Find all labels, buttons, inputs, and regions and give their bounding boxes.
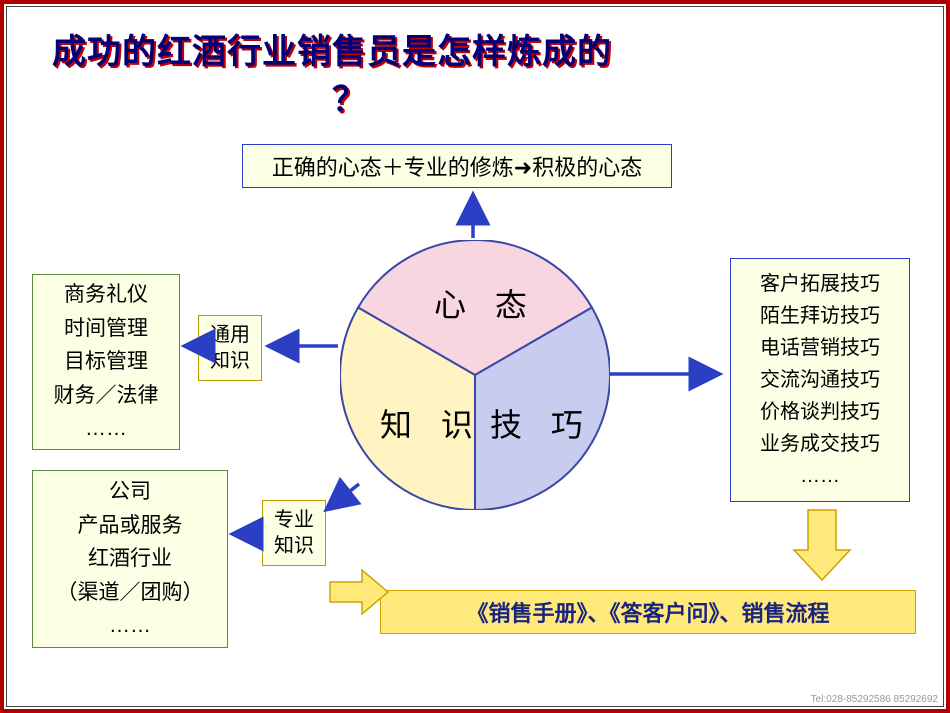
list-item: 业务成交技巧 — [760, 428, 880, 460]
list-item: 产品或服务 — [78, 509, 183, 543]
list-item: …… — [800, 460, 840, 492]
list-item: （渠道／团购） — [57, 576, 204, 610]
general-knowledge-text: 通用 知识 — [210, 322, 250, 374]
page-title: 成功的红酒行业销售员是怎样炼成的 — [52, 24, 612, 73]
pie-label-knowledge: 知 识 — [380, 400, 483, 446]
top-formula-box: 正确的心态＋专业的修炼➜积极的心态 — [242, 144, 672, 188]
list-item: 交流沟通技巧 — [760, 364, 880, 396]
list-item: …… — [109, 609, 151, 643]
general-knowledge-box: 通用 知识 — [198, 315, 262, 381]
pie-chart: 心 态 技 巧 知 识 — [340, 240, 610, 510]
pie-label-skill: 技 巧 — [490, 400, 593, 446]
list-item: 时间管理 — [64, 312, 148, 346]
pie-label-mindset: 心 态 — [434, 280, 537, 326]
footer-watermark: Tel:028-85292586 85292692 — [811, 694, 938, 705]
list-item: 目标管理 — [64, 345, 148, 379]
list-item: 价格谈判技巧 — [760, 396, 880, 428]
top-formula-text: 正确的心态＋专业的修炼➜积极的心态 — [272, 150, 642, 182]
list-item: …… — [85, 412, 127, 446]
list-item: 客户拓展技巧 — [760, 268, 880, 300]
list-item: 电话营销技巧 — [760, 332, 880, 364]
list-item: 红酒行业 — [88, 542, 172, 576]
pro-knowledge-box: 专业 知识 — [262, 500, 326, 566]
left-top-box: 商务礼仪 时间管理 目标管理 财务／法律 …… — [32, 274, 180, 450]
books-bar-text: 《销售手册》、《答客户问》、销售流程 — [466, 596, 829, 628]
list-item: 陌生拜访技巧 — [760, 300, 880, 332]
list-item: 公司 — [109, 475, 151, 509]
books-bar: 《销售手册》、《答客户问》、销售流程 — [380, 590, 916, 634]
list-item: 商务礼仪 — [64, 278, 148, 312]
title-question-mark: ？ — [332, 72, 366, 121]
list-item: 财务／法律 — [54, 379, 159, 413]
right-skills-box: 客户拓展技巧 陌生拜访技巧 电话营销技巧 交流沟通技巧 价格谈判技巧 业务成交技… — [730, 258, 910, 502]
pro-knowledge-text: 专业 知识 — [274, 507, 314, 559]
left-bottom-box: 公司 产品或服务 红酒行业 （渠道／团购） …… — [32, 470, 228, 648]
